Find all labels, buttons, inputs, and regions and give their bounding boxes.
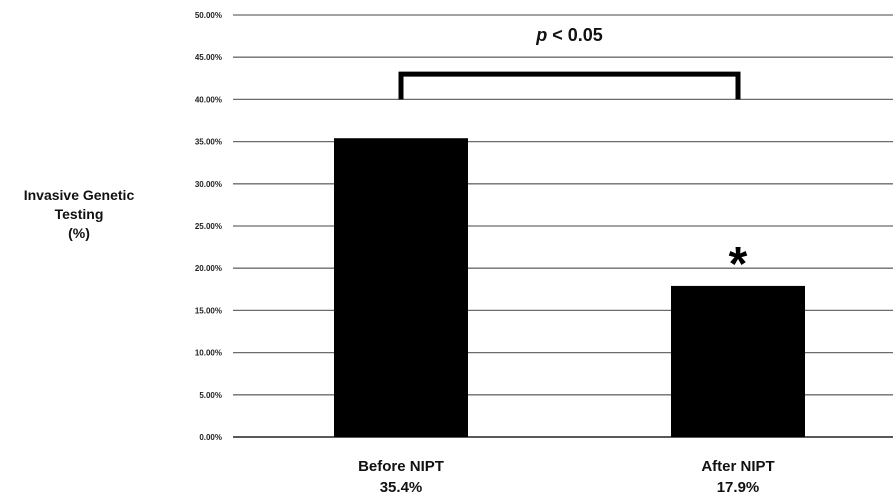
x-category-value-label: 17.9% xyxy=(717,479,760,496)
x-category-label: After NIPT xyxy=(701,458,774,475)
x-category-label: Before NIPT xyxy=(358,458,444,475)
y-tick-label: 35.00% xyxy=(195,138,222,147)
y-axis-label-line-3: (%) xyxy=(68,225,90,241)
significance-bracket xyxy=(398,71,741,100)
significance-marker: * xyxy=(729,238,748,291)
y-tick-label: 20.00% xyxy=(195,264,222,273)
y-tick-label: 40.00% xyxy=(195,95,222,104)
p-value-annotation: p < 0.05 xyxy=(535,25,603,45)
x-category-value-label: 35.4% xyxy=(380,479,423,496)
y-tick-label: 25.00% xyxy=(195,222,222,231)
y-tick-label: 30.00% xyxy=(195,180,222,189)
p-value-symbol: p xyxy=(535,25,547,45)
y-axis-label-line-1: Invasive Genetic xyxy=(23,187,135,203)
bar xyxy=(671,285,805,437)
y-axis-label: Invasive Genetic Testing (%) xyxy=(4,186,154,243)
y-tick-label: 0.00% xyxy=(199,433,222,442)
y-tick-label: 10.00% xyxy=(195,349,222,358)
bar xyxy=(334,138,468,437)
y-axis-label-line-2: Testing xyxy=(54,206,104,222)
y-tick-label: 5.00% xyxy=(199,391,222,400)
y-tick-label: 15.00% xyxy=(195,306,222,315)
y-tick-label: 45.00% xyxy=(195,53,222,62)
p-value-text: < 0.05 xyxy=(547,25,603,45)
y-tick-label: 50.00% xyxy=(195,11,222,20)
